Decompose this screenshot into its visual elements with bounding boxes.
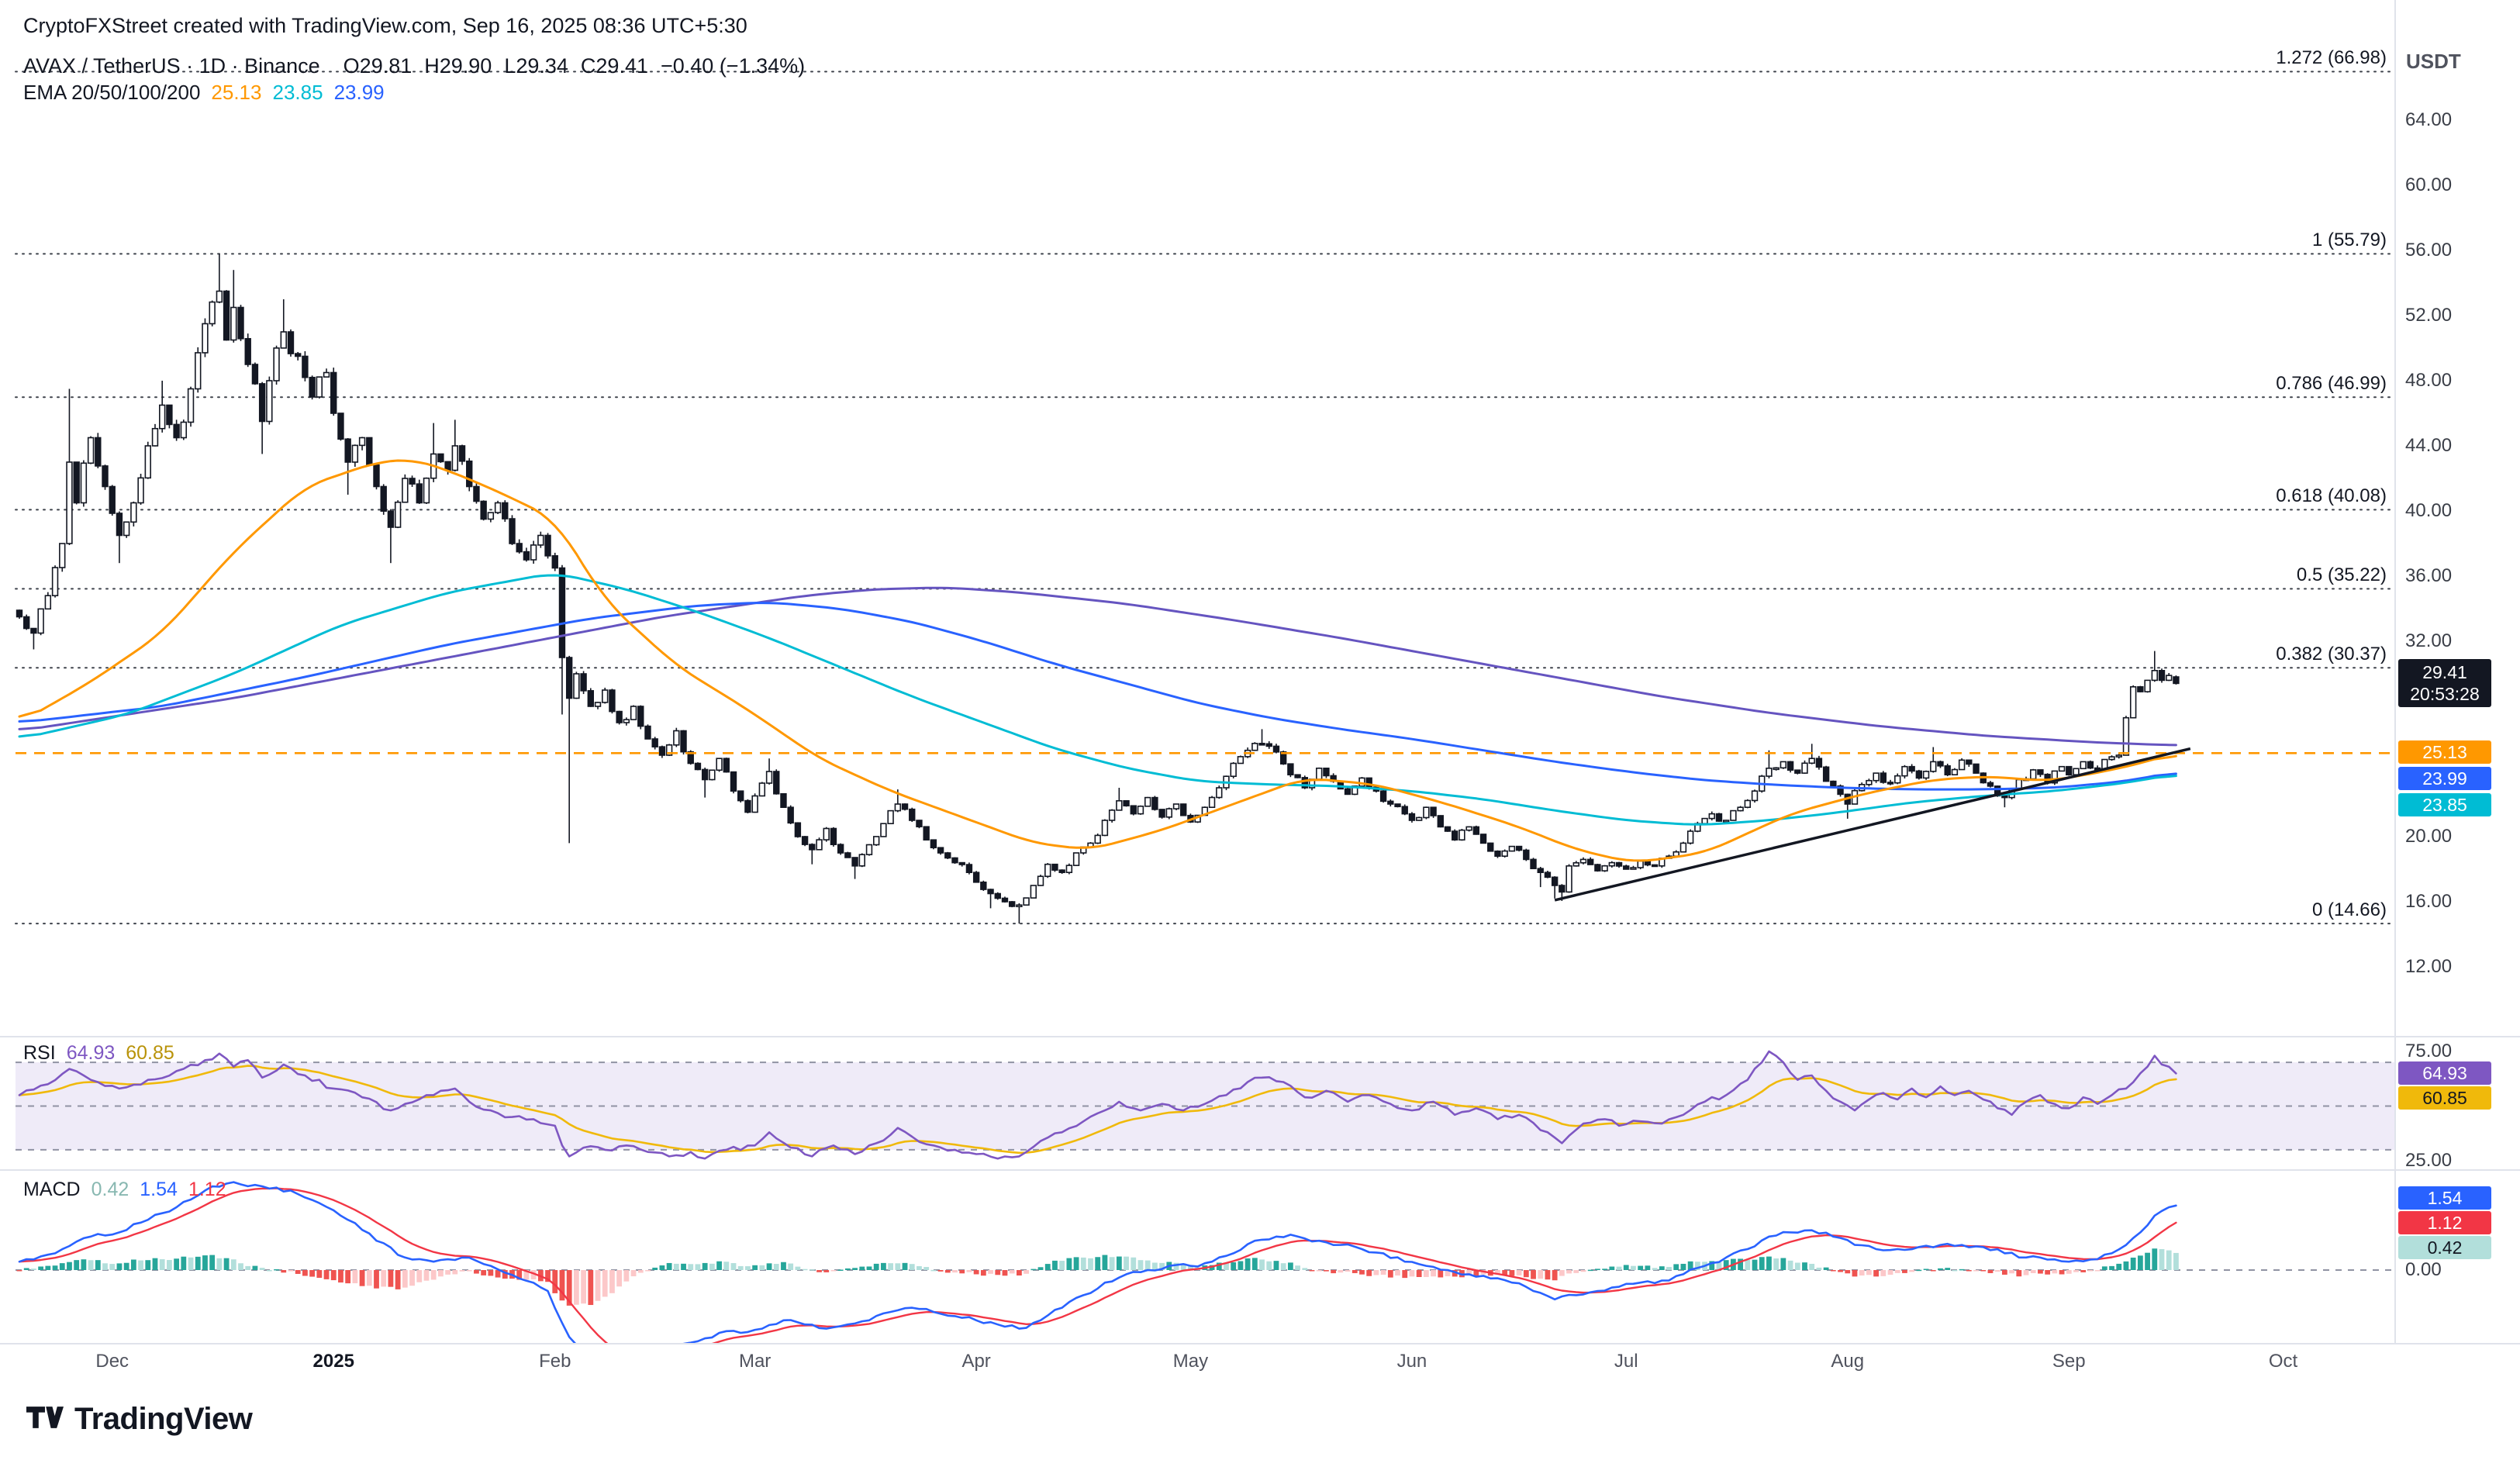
time-axis-label: Jun [1396,1351,1427,1372]
price-tick-label: 56.00 [2405,240,2453,261]
price-tick-label: 60.00 [2405,174,2453,195]
time-axis-label: Dec [95,1351,129,1372]
price-scale-currency: USDT [2406,50,2461,73]
ema-legend-label: EMA 20/50/100/200 [23,81,201,104]
fib-level-label: 0.618 (40.08) [2276,485,2387,507]
macd-hist-value: 0.42 [91,1179,129,1200]
rsi-value-badge: 64.93 [2398,1061,2491,1085]
symbol-title: AVAX / TetherUS · 1D · Binance [23,54,320,78]
attribution: CryptoFXStreet created with TradingView.… [23,14,747,37]
price-tick-label: 20.00 [2405,826,2453,847]
rsi-tick-top: 75.00 [2405,1041,2453,1061]
price-tick-label: 40.00 [2405,500,2453,521]
fib-level-label: 0.786 (46.99) [2276,373,2387,395]
time-axis-label: Apr [961,1351,991,1372]
price-tick-label: 12.00 [2405,956,2453,977]
macd-value: 1.54 [140,1179,178,1200]
time-axis-label: Sep [2052,1351,2086,1372]
rsi-ma-value-badge: 60.85 [2398,1086,2491,1110]
rsi-value: 64.93 [66,1042,116,1064]
ema50-value: 23.85 [272,81,323,104]
price-tick-label: 32.00 [2405,630,2453,651]
ohlc-close: C29.41 [580,54,648,78]
time-axis-label: 2025 [312,1351,354,1372]
rsi-legend-label: RSI [23,1042,56,1064]
price-tick-label: 52.00 [2405,305,2453,326]
ohlc-change: −0.40 (−1.34%) [661,54,806,78]
time-axis-label: Oct [2268,1351,2298,1372]
tradingview-logo-icon [26,1400,64,1438]
ema20-value: 25.13 [211,81,262,104]
macd-signal-badge: 1.12 [2398,1211,2491,1234]
time-axis-label: Aug [1831,1351,1865,1372]
price-tick-label: 48.00 [2405,370,2453,391]
last-price-badge: 29.41 20:53:28 [2398,659,2491,707]
time-scale-strip[interactable] [0,1344,2520,1392]
price-tick-label: 44.00 [2405,435,2453,456]
macd-legend-label: MACD [23,1179,81,1200]
rsi-legend[interactable]: RSI 64.93 60.85 [23,1042,174,1065]
fib-level-label: 0.5 (35.22) [2296,564,2387,586]
time-axis-label: Jul [1614,1351,1638,1372]
bar-countdown: 20:53:28 [2410,684,2480,704]
symbol-legend[interactable]: AVAX / TetherUS · 1D · Binance O29.81 H2… [23,54,805,78]
tradingview-logo-text: TradingView [74,1402,253,1436]
rsi-ma-value: 60.85 [126,1042,174,1064]
rsi-tick-bottom: 25.00 [2405,1150,2453,1171]
fib-level-label: 0 (14.66) [2311,899,2387,921]
ema50-price-badge: 23.85 [2398,793,2491,816]
ema100-price-badge: 23.99 [2398,767,2491,790]
ohlc-low: L29.34 [504,54,568,78]
ohlc-high: H29.90 [424,54,492,78]
macd-legend[interactable]: MACD 0.42 1.54 1.12 [23,1179,226,1201]
price-tick-label: 16.00 [2405,891,2453,912]
macd-signal-value: 1.12 [188,1179,226,1200]
fib-level-label: 0.382 (30.37) [2276,644,2387,665]
macd-value-badge: 1.54 [2398,1186,2491,1210]
ohlc-open: O29.81 [343,54,413,78]
macd-zero-tick: 0.00 [2405,1259,2442,1280]
fib-level-label: 1 (55.79) [2311,230,2387,251]
fib-level-label: 1.272 (66.98) [2276,47,2387,69]
tradingview-logo[interactable]: TradingView [26,1400,253,1438]
ema-legend[interactable]: EMA 20/50/100/200 25.13 23.85 23.99 [23,81,385,105]
time-axis-label: Mar [738,1351,772,1372]
price-tick-label: 64.00 [2405,109,2453,130]
time-axis-label: May [1172,1351,1209,1372]
time-axis-label: Feb [539,1351,571,1372]
macd-hist-badge: 0.42 [2398,1236,2491,1259]
price-tick-label: 36.00 [2405,565,2453,586]
last-price: 29.41 [2422,662,2467,682]
ema20-price-badge: 25.13 [2398,740,2491,764]
ema100-value: 23.99 [333,81,385,104]
